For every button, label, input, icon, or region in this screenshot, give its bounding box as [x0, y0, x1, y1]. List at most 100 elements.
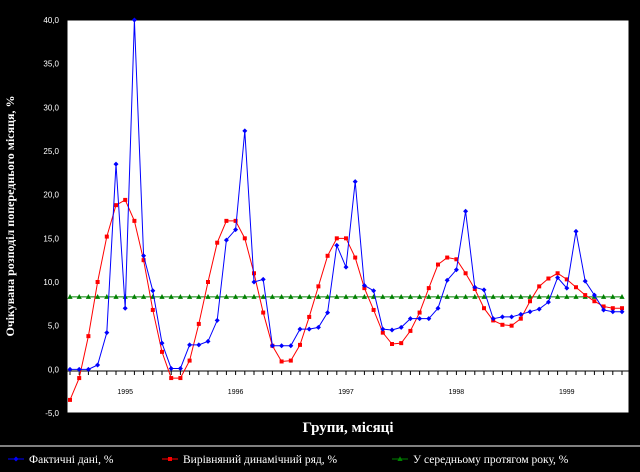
data-point	[223, 294, 229, 299]
data-point	[187, 358, 192, 363]
y-axis-ticks	[63, 19, 67, 414]
data-point	[76, 294, 82, 299]
data-point	[463, 271, 468, 276]
data-point	[298, 342, 302, 347]
data-point	[95, 362, 101, 368]
data-point	[196, 294, 202, 299]
data-point	[472, 294, 478, 299]
data-point	[518, 311, 524, 317]
legend-label: Фактичні дані, %	[29, 454, 114, 466]
data-point	[252, 271, 256, 276]
data-point	[352, 294, 358, 299]
data-point	[307, 314, 312, 319]
data-point	[68, 397, 72, 402]
data-point	[178, 376, 183, 381]
data-point	[482, 306, 486, 311]
data-point	[261, 310, 266, 315]
data-point	[426, 316, 432, 322]
data-point	[555, 271, 560, 276]
data-point	[353, 255, 358, 260]
data-point	[527, 309, 533, 315]
data-point	[306, 326, 312, 332]
data-point	[279, 343, 285, 349]
data-point	[518, 294, 524, 299]
data-point	[141, 294, 147, 299]
data-point	[436, 262, 440, 267]
data-point	[260, 294, 266, 299]
data-point	[95, 280, 100, 284]
data-point	[555, 294, 561, 299]
data-point	[76, 366, 82, 372]
data-point	[573, 228, 579, 234]
data-point	[141, 258, 146, 263]
data-point	[352, 179, 358, 185]
data-point	[407, 294, 413, 299]
data-point	[399, 341, 404, 346]
data-point	[398, 294, 404, 299]
data-point	[601, 294, 607, 299]
data-point	[361, 294, 367, 299]
data-point	[67, 294, 73, 299]
data-point	[417, 310, 422, 315]
data-point	[315, 294, 321, 299]
data-point	[168, 457, 172, 461]
data-point	[509, 323, 514, 328]
data-point	[334, 242, 340, 248]
x-tick-label: 1997	[338, 389, 354, 396]
data-point	[453, 294, 459, 299]
data-point	[361, 282, 367, 288]
data-point	[85, 294, 91, 299]
series-3	[67, 294, 625, 299]
data-point	[407, 316, 413, 322]
data-point	[481, 294, 487, 299]
data-point	[187, 294, 193, 299]
data-point	[196, 321, 201, 326]
y-tick-label: -5,0	[45, 409, 59, 418]
data-point	[564, 285, 570, 291]
data-point	[150, 288, 156, 294]
y-tick-label: 30,0	[43, 103, 59, 112]
data-point	[397, 456, 403, 461]
series-1	[67, 17, 625, 372]
data-point	[601, 307, 607, 313]
legend: Фактичні дані, % Вирівняний динамічний ря…	[8, 454, 569, 466]
data-point	[306, 294, 312, 299]
data-point	[251, 279, 257, 285]
data-point	[168, 365, 174, 371]
data-point	[242, 128, 248, 134]
data-point	[444, 294, 450, 299]
x-tick-label: 1996	[228, 389, 244, 396]
data-point	[445, 255, 450, 260]
data-point	[168, 294, 174, 299]
y-axis-label: Очікувана розподіл попереднього місяця, …	[3, 96, 17, 337]
legend-label: У середньому протягом року, %	[413, 454, 569, 466]
data-point	[499, 314, 505, 320]
data-point	[325, 294, 331, 299]
data-point	[601, 304, 606, 309]
data-point	[205, 338, 211, 344]
data-point	[574, 285, 578, 290]
data-point	[233, 218, 238, 223]
y-tick-label: 10,0	[43, 278, 59, 287]
data-point	[269, 343, 275, 349]
data-point	[490, 294, 496, 299]
data-point	[187, 342, 193, 348]
data-point	[297, 294, 303, 299]
data-point	[435, 294, 441, 299]
data-point	[518, 316, 523, 321]
plot-area	[66, 19, 630, 414]
data-point	[334, 294, 340, 299]
data-point	[159, 294, 165, 299]
data-point	[380, 330, 385, 335]
data-point	[122, 305, 128, 311]
x-axis-label: Групи, місяці	[303, 420, 394, 436]
data-point	[95, 294, 101, 299]
data-point	[114, 203, 118, 208]
data-point	[509, 294, 515, 299]
data-point	[619, 294, 625, 299]
data-point	[131, 294, 137, 299]
data-point	[408, 328, 413, 333]
data-point	[113, 294, 119, 299]
data-point	[509, 314, 515, 320]
